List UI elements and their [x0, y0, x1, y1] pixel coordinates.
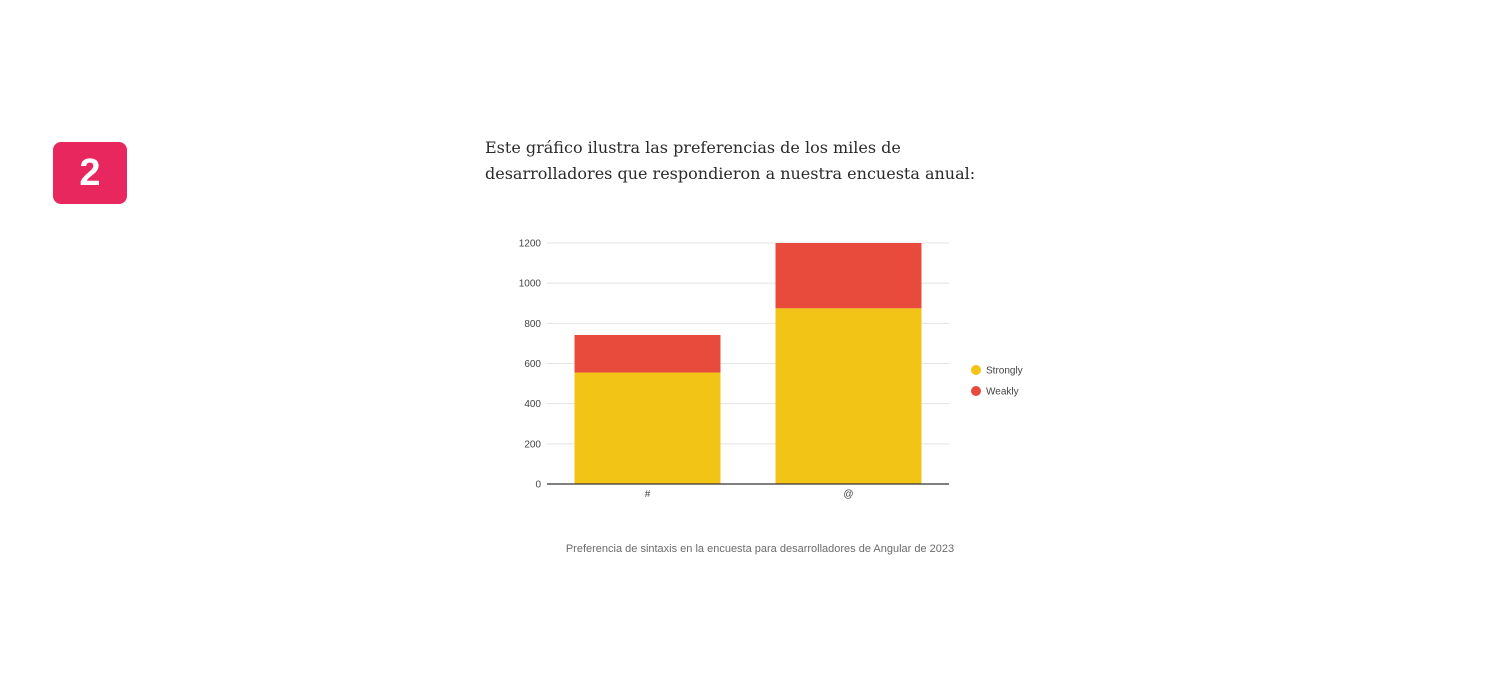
y-tick-label: 200	[524, 439, 541, 450]
step-number-badge: 2	[53, 142, 127, 204]
x-tick-label: #	[645, 489, 651, 500]
legend-marker	[971, 365, 981, 375]
y-tick-label: 400	[524, 399, 541, 410]
chart-caption: Preferencia de sintaxis en la encuesta p…	[565, 543, 955, 555]
bar-weakly	[775, 243, 922, 309]
y-tick-label: 0	[535, 480, 541, 491]
y-tick-label: 1200	[519, 239, 542, 250]
x-tick-label: @	[843, 489, 853, 500]
intro-paragraph: Este gráfico ilustra las preferencias de…	[485, 138, 976, 183]
bar-strongly	[775, 308, 922, 484]
legend-label: Weakly	[986, 387, 1019, 398]
legend-marker	[971, 386, 981, 396]
y-tick-label: 1000	[519, 279, 542, 290]
stacked-bar-chart: 0 200 400 600 800 1000 1200 # @ Strongly Weakly	[519, 239, 1023, 501]
bar-weakly	[574, 334, 721, 373]
y-tick-label: 600	[524, 359, 541, 370]
bar-strongly	[574, 372, 721, 484]
y-tick-label: 800	[524, 319, 541, 330]
legend-label: Strongly	[986, 366, 1023, 377]
